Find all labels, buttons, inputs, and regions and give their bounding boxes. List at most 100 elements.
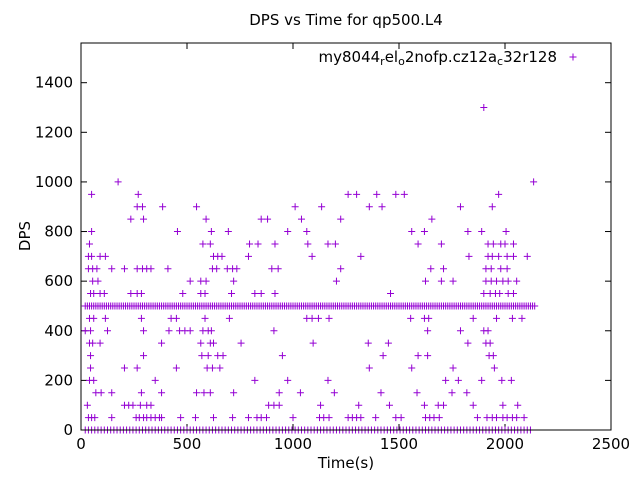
data-point: [509, 240, 517, 248]
data-point: [140, 215, 148, 223]
data-point: [353, 190, 361, 198]
data-point: [331, 240, 339, 248]
data-point: [93, 265, 101, 273]
data-point: [137, 389, 145, 397]
data-point: [90, 314, 98, 322]
data-point: [251, 290, 259, 298]
x-tick-label: 2000: [486, 435, 524, 453]
data-point: [237, 339, 245, 347]
data-point: [488, 203, 496, 211]
data-point: [397, 414, 405, 422]
data-point: [499, 401, 507, 409]
data-point: [442, 376, 450, 384]
data-point: [274, 265, 282, 273]
data-point: [392, 190, 400, 198]
data-point: [201, 314, 209, 322]
data-point: [186, 277, 194, 285]
data-point: [478, 228, 486, 236]
data-point: [120, 364, 128, 372]
data-point: [317, 401, 325, 409]
data-point: [325, 314, 333, 322]
y-tick-label: 1000: [35, 173, 73, 191]
data-point: [251, 376, 259, 384]
data-point: [91, 414, 99, 422]
data-point: [230, 277, 238, 285]
legend-label-text: my8044: [319, 48, 381, 66]
data-point: [120, 265, 128, 273]
data-point: [89, 339, 97, 347]
data-point: [387, 290, 395, 298]
data-point: [297, 215, 305, 223]
data-point: [496, 290, 504, 298]
data-point: [137, 314, 145, 322]
legend-label-subscript: o: [398, 55, 405, 68]
data-point: [114, 178, 122, 186]
legend-point-marker: [569, 53, 577, 61]
data-point: [284, 376, 292, 384]
data-point: [408, 228, 416, 236]
data-point: [463, 389, 471, 397]
data-point: [127, 290, 135, 298]
data-point: [469, 401, 477, 409]
data-point: [134, 190, 142, 198]
data-point: [85, 240, 93, 248]
data-point: [493, 277, 501, 285]
data-point: [509, 252, 517, 260]
legend-label-text: el: [385, 48, 398, 66]
data-point: [202, 277, 210, 285]
data-point: [337, 265, 345, 273]
x-tick-label: 1500: [380, 435, 418, 453]
data-point: [228, 290, 236, 298]
data-point: [165, 327, 173, 335]
data-point: [503, 252, 511, 260]
data-point: [83, 401, 91, 409]
data-point: [202, 215, 210, 223]
data-point: [136, 401, 144, 409]
data-point: [484, 327, 492, 335]
y-tick-label: 200: [44, 371, 73, 389]
data-point: [140, 352, 148, 360]
data-point: [127, 215, 135, 223]
data-point: [257, 290, 265, 298]
data-point: [97, 389, 105, 397]
data-point: [197, 339, 205, 347]
data-point: [449, 277, 457, 285]
data-point: [365, 364, 373, 372]
data-point: [414, 240, 422, 248]
data-point: [365, 203, 373, 211]
data-point: [138, 203, 146, 211]
data-point: [523, 252, 531, 260]
data-point: [159, 203, 167, 211]
data-point: [264, 215, 272, 223]
data-point: [254, 240, 262, 248]
data-point: [520, 414, 528, 422]
data-point: [200, 389, 208, 397]
data-point: [137, 290, 145, 298]
data-point: [314, 314, 322, 322]
data-point: [90, 290, 98, 298]
data-point: [108, 414, 116, 422]
data-point: [385, 401, 393, 409]
data-point: [569, 53, 577, 61]
data-point: [498, 376, 506, 384]
data-point: [420, 401, 428, 409]
data-point: [108, 265, 116, 273]
data-point: [257, 215, 265, 223]
data-point: [456, 203, 464, 211]
data-point: [425, 314, 433, 322]
data-point: [87, 327, 95, 335]
data-point: [101, 314, 109, 322]
data-point: [413, 389, 421, 397]
data-point: [96, 339, 104, 347]
data-point: [224, 228, 232, 236]
data-point: [440, 401, 448, 409]
data-point: [186, 327, 194, 335]
y-tick-label: 0: [63, 421, 73, 439]
data-point: [379, 352, 387, 360]
data-point: [503, 265, 511, 273]
data-point: [513, 414, 521, 422]
data-point: [90, 376, 98, 384]
data-point: [296, 389, 304, 397]
